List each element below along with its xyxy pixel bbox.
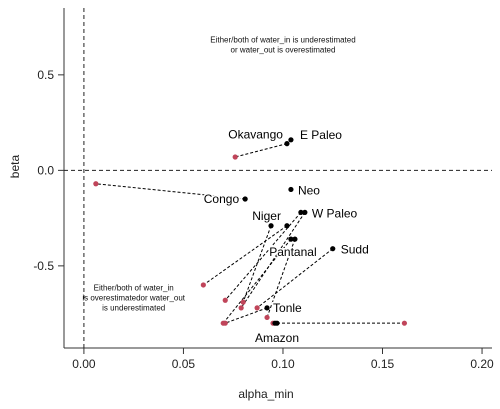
point-label: Neo xyxy=(298,183,320,197)
x-tick-label: 0.05 xyxy=(172,357,196,371)
x-tick-label: 0.10 xyxy=(271,357,295,371)
lower-annotation: Either/both of water_in is overestimatedo… xyxy=(82,284,185,313)
connector-line xyxy=(240,212,306,309)
point-label: Congo xyxy=(204,192,240,206)
point-label: Pantanal xyxy=(269,245,316,259)
estimate-point xyxy=(284,141,290,147)
point-label: W Paleo xyxy=(312,206,358,220)
annotation-line: or water_out is overestimated xyxy=(231,45,336,54)
connector-line xyxy=(242,225,272,303)
estimate-point xyxy=(298,209,304,215)
connector-line xyxy=(235,143,288,158)
connector-line xyxy=(224,212,302,301)
point-label-halo: Niger xyxy=(252,209,281,223)
y-tick-label: 0.0 xyxy=(37,163,54,177)
point-label: Tonle xyxy=(273,301,302,315)
y-axis-title: beta xyxy=(8,155,22,179)
point-label-halo: Okavango xyxy=(228,128,283,142)
estimate-point xyxy=(288,137,294,143)
x-tick-label: 0.15 xyxy=(371,357,395,371)
x-tick-label: 0.00 xyxy=(72,357,96,371)
connector-line xyxy=(256,248,334,309)
alternative-point xyxy=(254,305,260,311)
point-label-halo: Congo xyxy=(204,192,240,206)
point-label: E Paleo xyxy=(300,128,342,142)
point-label: Sudd xyxy=(341,243,369,257)
alternative-point xyxy=(222,297,228,303)
connector-line xyxy=(203,225,288,286)
alternative-point xyxy=(401,320,408,326)
estimate-point xyxy=(284,223,290,229)
point-label-halo: Neo xyxy=(298,183,320,197)
annotation-line: Either/both of water_in is underestimate… xyxy=(210,35,355,44)
connector-line xyxy=(266,238,296,318)
connector-line xyxy=(225,307,268,324)
estimate-point xyxy=(264,305,270,311)
upper-annotation: Either/both of water_in is underestimate… xyxy=(210,35,355,54)
point-label-halo: Amazon xyxy=(255,331,299,345)
alternative-point xyxy=(222,320,228,326)
alternative-point xyxy=(238,305,244,311)
estimate-point xyxy=(288,186,294,193)
alternative-point xyxy=(93,181,99,187)
estimate-point xyxy=(272,320,278,326)
annotation-line: is underestimated xyxy=(102,304,165,313)
y-tick-label: -0.5 xyxy=(33,259,54,273)
alternative-point xyxy=(232,154,238,160)
annotation-line: Either/both of water_in xyxy=(94,284,174,293)
point-label-halo: Sudd xyxy=(341,243,369,257)
estimate-point xyxy=(288,236,294,242)
estimate-point xyxy=(330,246,336,252)
point-label-halo: Tonle xyxy=(273,301,302,315)
alternative-point xyxy=(264,314,270,321)
alternative-point xyxy=(200,282,206,288)
estimate-point xyxy=(268,223,274,229)
estimate-point xyxy=(292,236,298,242)
point-label: Amazon xyxy=(255,331,299,345)
point-label: Niger xyxy=(252,209,281,223)
connector-line xyxy=(222,238,292,324)
x-tick-label: 0.20 xyxy=(470,357,494,371)
estimate-point xyxy=(302,209,308,215)
estimate-point xyxy=(242,196,248,202)
point-label-halo: W Paleo xyxy=(312,206,358,220)
alternative-point xyxy=(240,299,246,305)
annotation-line: is overestimatedor water_out xyxy=(82,294,185,303)
point-label-halo: Pantanal xyxy=(269,245,316,259)
point-label: Okavango xyxy=(228,128,283,142)
x-axis-title: alpha_min xyxy=(238,387,293,401)
connector-line xyxy=(95,183,246,200)
y-tick-label: 0.5 xyxy=(37,68,54,82)
point-label-halo: E Paleo xyxy=(300,128,342,142)
